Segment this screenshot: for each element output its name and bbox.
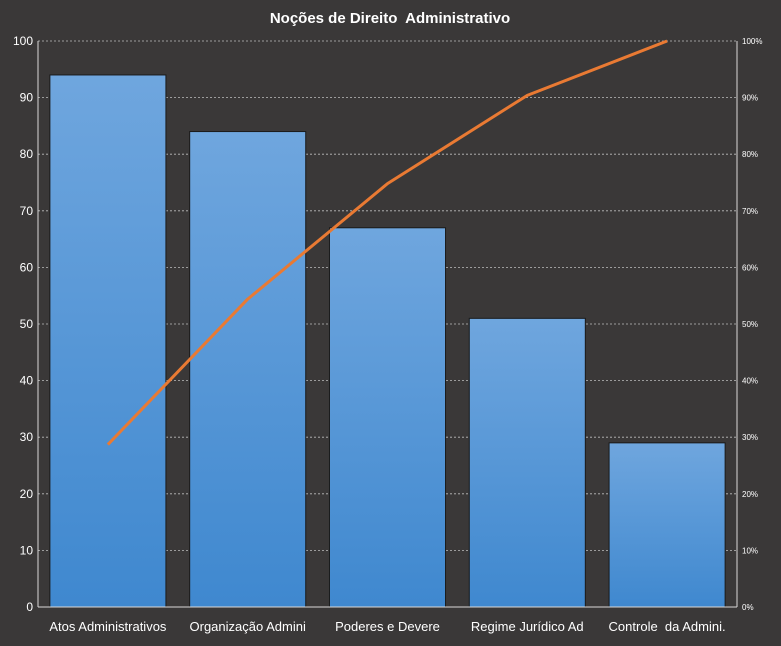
- bar: [49, 74, 167, 608]
- chart-title: Noções de Direito Administrativo: [270, 10, 510, 27]
- y2-tick-label: 10%: [742, 546, 758, 555]
- x-tick-label: Poderes e Devere: [335, 619, 440, 634]
- y-tick-label: 60: [20, 260, 34, 274]
- y2-tick-label: 100%: [742, 37, 762, 46]
- bar: [468, 317, 586, 608]
- bars: [49, 74, 726, 608]
- x-tick-label: Regime Jurídico Ad: [471, 619, 584, 634]
- bar: [328, 227, 447, 608]
- y2-tick-label: 90%: [742, 94, 758, 103]
- y-tick-label: 20: [20, 487, 34, 501]
- y-tick-label: 100: [13, 34, 33, 48]
- x-tick-label: Atos Administrativos: [49, 619, 167, 634]
- y-tick-label: 30: [20, 430, 34, 444]
- y2-tick-label: 80%: [742, 150, 758, 159]
- cumulative-percent-line: [106, 39, 668, 446]
- y-tick-label: 40: [20, 374, 34, 388]
- y2-tick-label: 50%: [742, 320, 758, 329]
- y2-tick-label: 40%: [742, 377, 758, 386]
- y2-tick-label: 0%: [742, 603, 754, 612]
- bar: [189, 131, 307, 608]
- y2-tick-label: 20%: [742, 490, 758, 499]
- y-tick-label: 0: [26, 600, 33, 614]
- x-tick-label: Controle da Admini.: [609, 619, 726, 634]
- y-tick-label: 70: [20, 204, 34, 218]
- y2-tick-label: 60%: [742, 263, 758, 272]
- bar: [608, 442, 726, 608]
- y-tick-label: 50: [20, 317, 34, 331]
- x-tick-label: Organização Admini: [190, 619, 306, 634]
- y-tick-label: 10: [20, 543, 34, 557]
- y2-tick-label: 70%: [742, 207, 758, 216]
- y-tick-label: 90: [20, 91, 34, 105]
- y-tick-label: 80: [20, 147, 34, 161]
- cumulative-line: [106, 39, 668, 446]
- axes: 0 10 20 30 40 50 60 70 80 90 100 0% 10% 20% 30% 40% 50% 6…: [13, 34, 763, 634]
- y2-tick-label: 30%: [742, 433, 758, 442]
